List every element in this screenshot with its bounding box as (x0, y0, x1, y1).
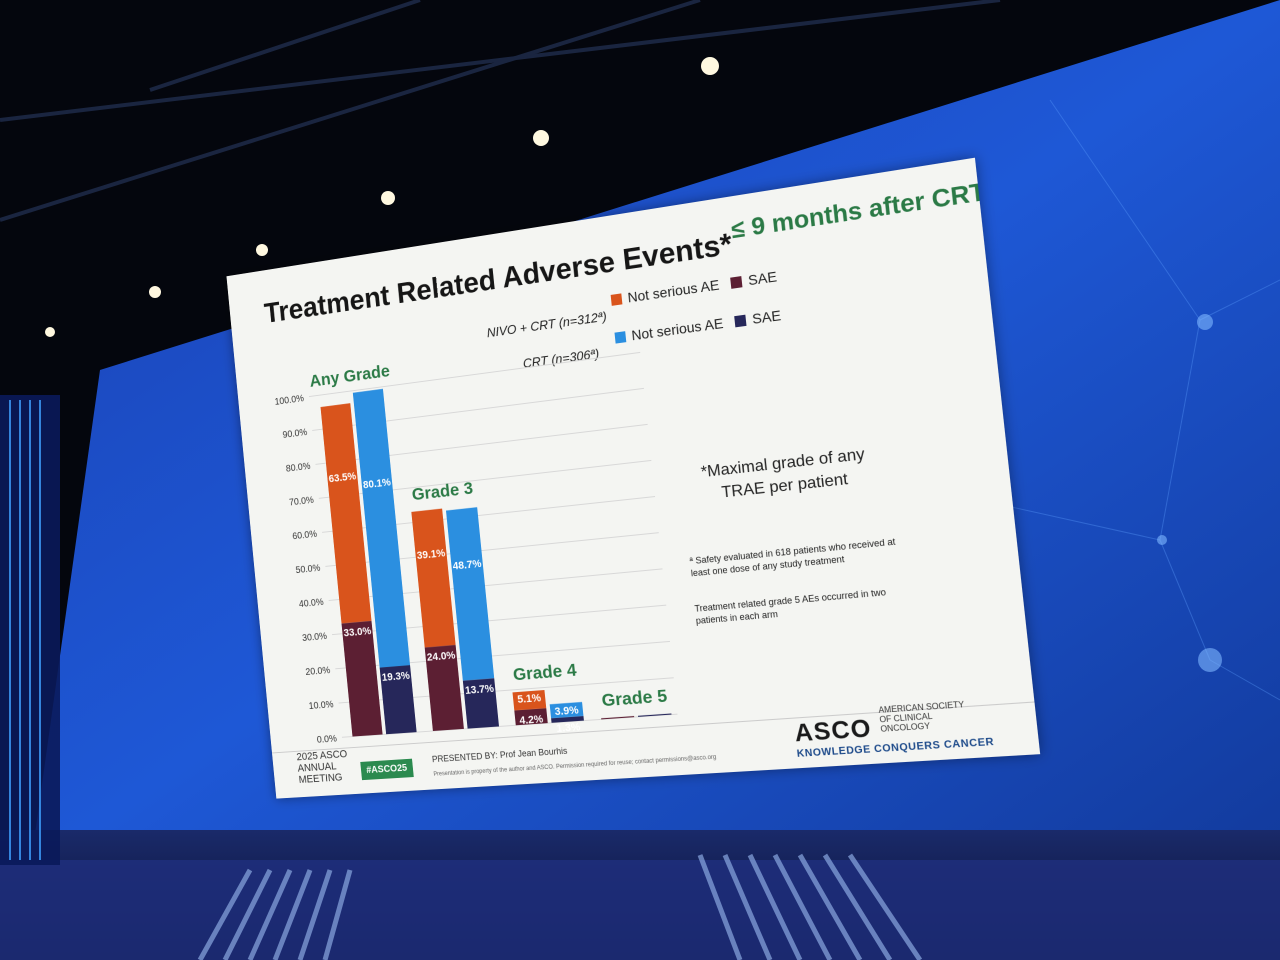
note-safety: ª Safety evaluated in 618 patients who r… (689, 534, 908, 579)
presented-by: PRESENTED BY: Prof Jean Bourhis (432, 746, 568, 764)
data-label-not-serious: 5.1% (517, 693, 542, 706)
category-label: Grade 5 (601, 685, 669, 711)
y-tick-label: 80.0% (285, 461, 311, 475)
legend-swatch-crt-sae (734, 315, 746, 328)
asco-society-name: AMERICAN SOCIETY OF CLINICAL ONCOLOGY (878, 700, 967, 734)
data-label-sae: 13.7% (465, 684, 496, 697)
meeting-logo: 2025 ASCO ANNUAL MEETING (296, 748, 357, 786)
y-tick-label: 70.0% (289, 495, 315, 509)
category-label: Any Grade (309, 360, 391, 391)
data-label-sae: 19.3% (381, 671, 411, 684)
y-tick-label: 30.0% (302, 631, 328, 644)
note-grade5: Treatment related grade 5 AEs occurred i… (694, 584, 903, 627)
legend-label-nivo-sae: SAE (747, 268, 777, 288)
note-maximal-grade: *Maximal grade of any TRAE per patient (680, 441, 890, 509)
hashtag-badge: #ASCO25 (360, 759, 413, 780)
y-tick-label: 40.0% (298, 597, 324, 610)
legend-label-crt-sae: SAE (751, 307, 781, 327)
data-label-sae: 24.0% (426, 650, 456, 664)
y-tick-label: 20.0% (305, 665, 331, 678)
y-tick-label: 60.0% (292, 529, 318, 543)
data-label-not-serious: 3.9% (554, 705, 580, 718)
y-tick-label: 50.0% (295, 563, 321, 576)
y-tick-label: 0.0% (316, 733, 337, 745)
category-label: Grade 4 (512, 659, 578, 685)
data-label-sae: 4.2% (519, 714, 544, 727)
category-label: Grade 3 (411, 477, 474, 504)
asco-brand: ASCO AMERICAN SOCIETY OF CLINICAL ONCOLO… (792, 698, 994, 760)
y-tick-label: 10.0% (308, 699, 334, 712)
asco-wordmark: ASCO (793, 715, 873, 748)
adverse-events-chart: 0.0% 10.0% 20.0% 30.0% 40.0% 50.0% 60.0% 70.0% 8… (259, 291, 688, 759)
legend-swatch-nivo-sae (730, 276, 742, 289)
y-tick-label: 100.0% (274, 393, 305, 408)
y-tick-label: 90.0% (282, 427, 308, 441)
